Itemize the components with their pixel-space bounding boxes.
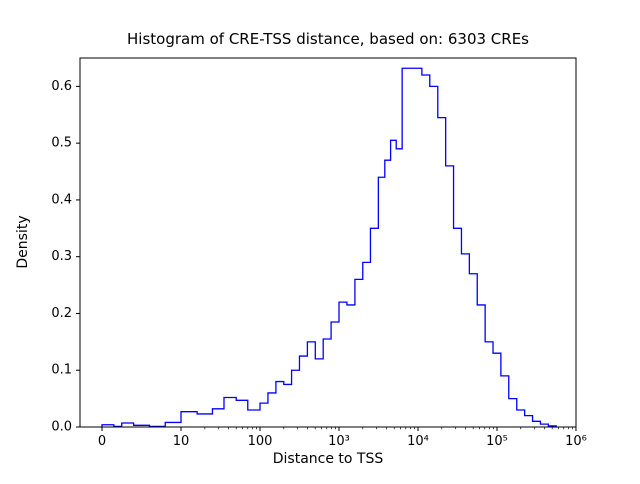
x-tick-label: 10³ [328, 434, 350, 449]
axis-tick-labels: 0 10 100 10³ 10⁴ 10⁵ 10⁶ 0.0 0.1 0.2 0.3 0.4 0.5 0.6 [51, 79, 587, 449]
y-tick-label: 0.1 [51, 363, 72, 378]
y-tick-label: 0.4 [51, 192, 72, 207]
axes-frame [79, 57, 577, 428]
axes-background [80, 58, 576, 427]
x-tick-label: 10⁶ [565, 434, 587, 449]
y-tick-label: 0.6 [51, 79, 72, 94]
y-tick-label: 0.2 [51, 306, 72, 321]
y-axis-label: Density [15, 215, 31, 268]
chart-title: Histogram of CRE-TSS distance, based on:… [127, 30, 529, 48]
x-tick-label: 100 [248, 434, 273, 449]
y-tick-label: 0.0 [51, 420, 72, 435]
x-tick-label: 10⁴ [407, 434, 429, 449]
x-tick-label: 10 [173, 434, 190, 449]
histogram-step-line [101, 67, 557, 428]
x-tick-label: 0 [98, 434, 106, 449]
x-tick-label: 10⁵ [486, 434, 508, 449]
x-axis-label: Distance to TSS [273, 451, 384, 467]
y-tick-label: 0.5 [51, 136, 72, 151]
y-tick-label: 0.3 [51, 249, 72, 264]
axis-major-ticks [76, 85, 577, 431]
